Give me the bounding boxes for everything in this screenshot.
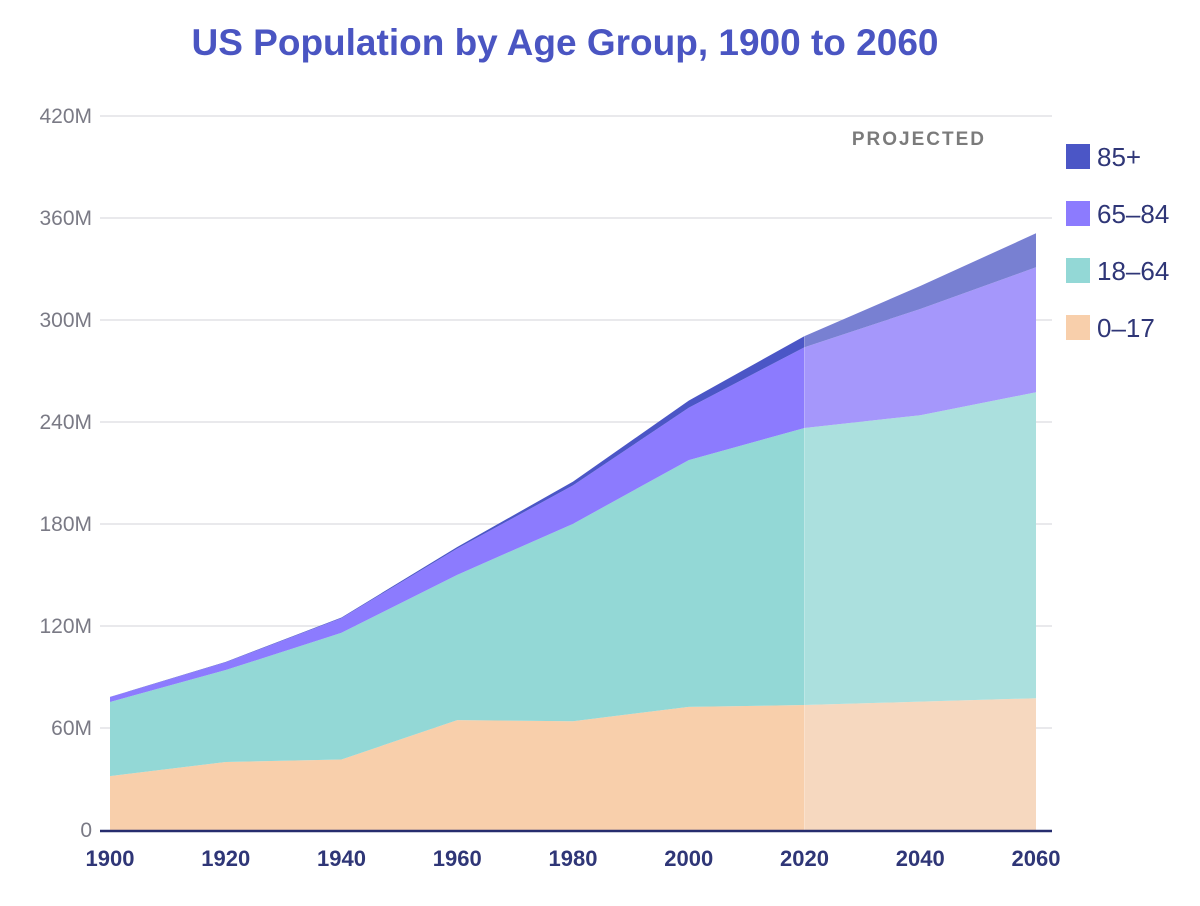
area-series <box>110 233 1036 830</box>
chart-title: US Population by Age Group, 1900 to 2060 <box>191 22 939 63</box>
area-18-64-projected <box>804 392 1036 706</box>
area-0-17-projected <box>804 698 1036 830</box>
legend-swatch <box>1066 258 1090 283</box>
x-tick-label: 1960 <box>433 846 482 871</box>
x-tick-label: 2000 <box>664 846 713 871</box>
legend-entry: 85+ <box>1066 142 1141 172</box>
x-tick-label: 1920 <box>201 846 250 871</box>
area-0-17-historical <box>110 705 805 830</box>
x-tick-label: 1940 <box>317 846 366 871</box>
y-tick-label: 120M <box>39 615 92 638</box>
legend-swatch <box>1066 201 1090 226</box>
area-85plus-projected <box>804 233 1036 348</box>
y-tick-label: 60M <box>51 717 92 740</box>
axes: 0 60M 120M 180M 240M 300M 360M 420M PROJECTED 190… <box>39 105 1060 871</box>
y-tick-label: 0 <box>80 819 92 842</box>
legend-swatch <box>1066 315 1090 340</box>
legend-label: 18–64 <box>1097 256 1169 286</box>
y-tick-label: 240M <box>39 411 92 434</box>
legend-label: 65–84 <box>1097 199 1169 229</box>
projected-label: PROJECTED <box>852 129 986 150</box>
x-tick-label: 1900 <box>86 846 135 871</box>
area-18-64-historical <box>110 427 805 777</box>
area-65-84-projected <box>804 267 1036 428</box>
y-tick-label: 420M <box>39 105 92 128</box>
x-tick-label: 1980 <box>549 846 598 871</box>
legend-swatch <box>1066 144 1090 169</box>
legend-entry: 0–17 <box>1066 313 1155 343</box>
y-tick-label: 360M <box>39 207 92 230</box>
legend-entry: 65–84 <box>1066 199 1169 229</box>
y-tick-label: 300M <box>39 309 92 332</box>
legend-entry: 18–64 <box>1066 256 1169 286</box>
x-tick-label: 2060 <box>1012 846 1061 871</box>
legend-label: 0–17 <box>1097 313 1155 343</box>
x-tick-label: 2020 <box>780 846 829 871</box>
legend-label: 85+ <box>1097 142 1141 172</box>
x-tick-label: 2040 <box>896 846 945 871</box>
y-tick-label: 180M <box>39 513 92 536</box>
legend: 85+ 65–84 18–64 0–17 <box>1066 142 1169 343</box>
